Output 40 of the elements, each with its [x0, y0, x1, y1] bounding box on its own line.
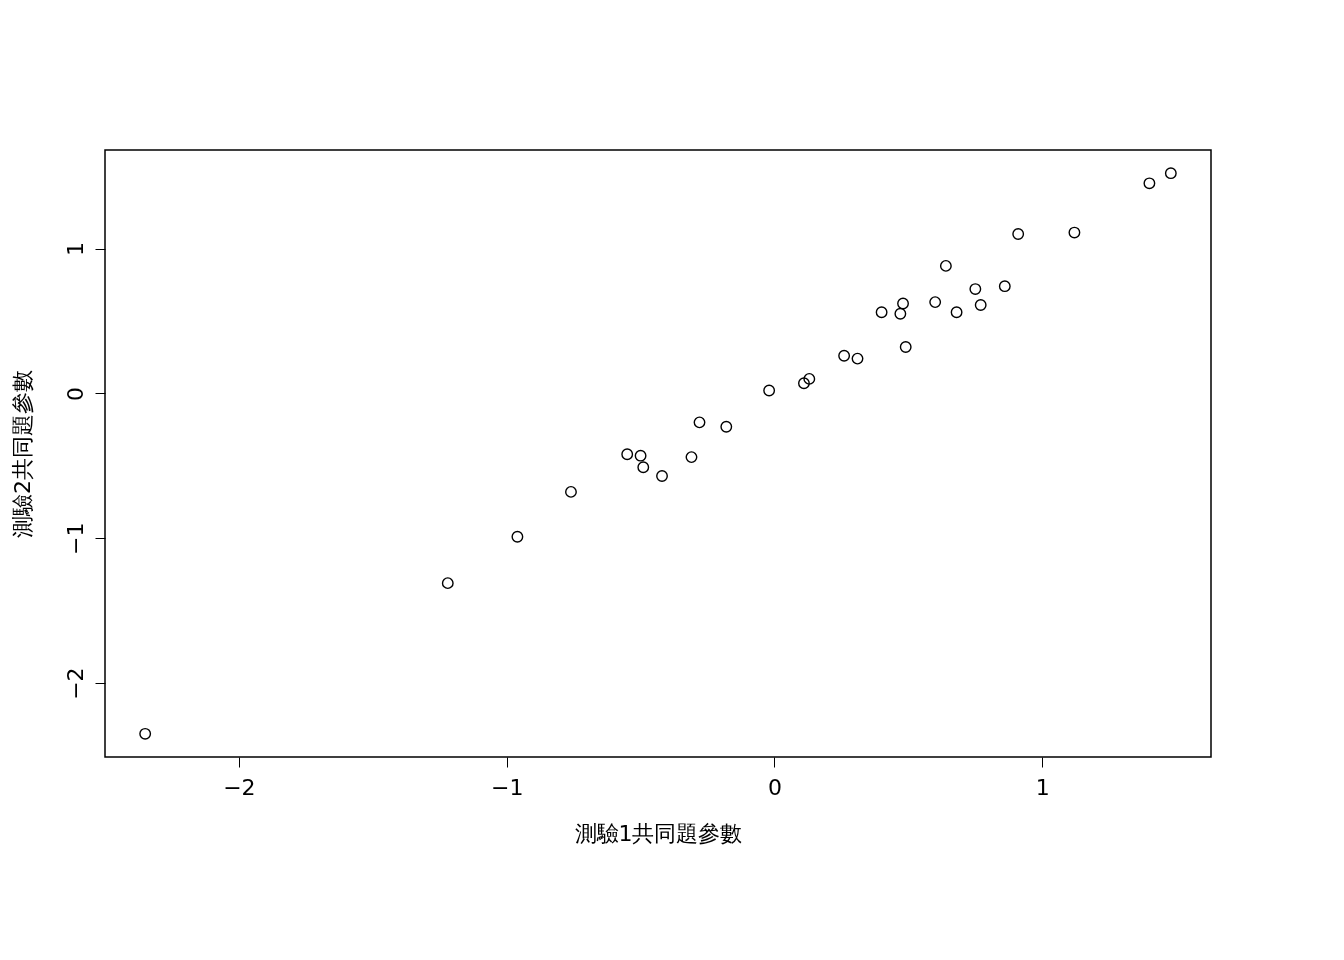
point — [139, 727, 152, 740]
point — [634, 449, 647, 462]
point — [969, 283, 982, 296]
point — [897, 297, 909, 310]
point — [441, 577, 454, 590]
x-axis-title: 測驗1共同題參數 — [574, 820, 743, 846]
point — [998, 280, 1011, 293]
x-tick-label: −2 — [223, 774, 256, 800]
point — [637, 461, 650, 474]
point — [798, 377, 810, 390]
point — [894, 307, 907, 320]
point — [693, 416, 706, 429]
point — [851, 352, 864, 365]
point — [803, 372, 816, 385]
y-tick-label: 0 — [62, 386, 88, 401]
x-tick-label: 1 — [1035, 774, 1050, 800]
point — [929, 296, 942, 309]
point — [511, 530, 524, 543]
point — [1164, 167, 1177, 180]
point — [950, 306, 963, 319]
point — [1068, 226, 1081, 239]
x-tick-label: 0 — [767, 774, 782, 800]
point — [720, 420, 733, 433]
point — [1143, 177, 1156, 190]
point — [685, 451, 698, 464]
point — [1012, 228, 1025, 240]
y-axis-title: 測驗2共同題參數 — [9, 370, 35, 538]
x-tick-label: −1 — [490, 774, 524, 800]
point — [974, 299, 987, 311]
point — [565, 485, 577, 498]
point — [656, 470, 668, 482]
point — [763, 384, 776, 397]
y-tick-label: 1 — [62, 242, 88, 257]
point — [899, 341, 912, 353]
y-tick-label: −1 — [62, 522, 88, 555]
point — [838, 349, 851, 362]
point — [875, 306, 888, 319]
y-tick-label: −2 — [62, 667, 88, 700]
point — [939, 259, 952, 272]
point — [621, 448, 634, 461]
